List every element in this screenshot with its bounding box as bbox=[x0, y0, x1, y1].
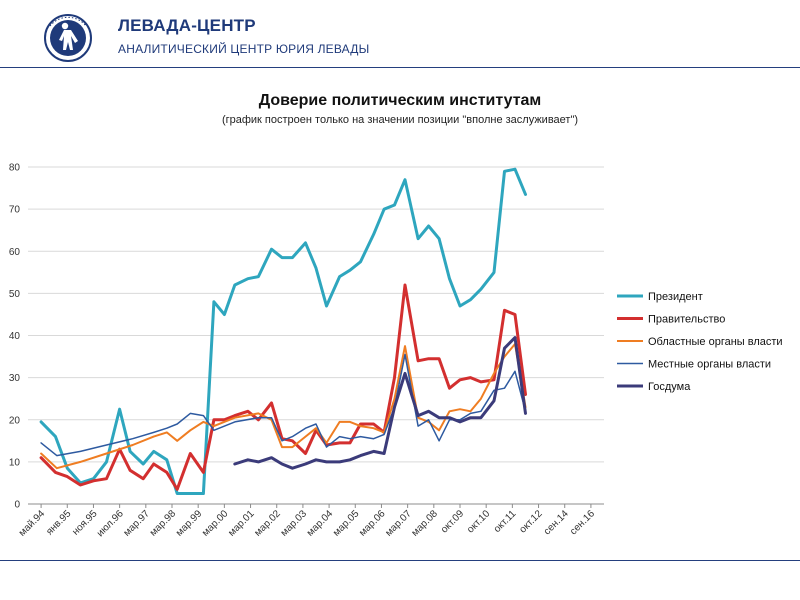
y-axis-ticks: 0 10 20 30 40 50 60 70 80 bbox=[9, 163, 21, 511]
legend-label-3: Местные органы власти bbox=[648, 359, 771, 371]
x-tick-label: мар.97 bbox=[122, 508, 153, 539]
x-axis-ticks: май.94янв.95ноя.95июл.96мар.97мар.98мар.… bbox=[17, 504, 597, 539]
y-tick-label: 30 bbox=[9, 373, 21, 384]
y-tick-label: 20 bbox=[9, 415, 21, 426]
header-divider bbox=[0, 67, 800, 68]
x-tick-label: янв.95 bbox=[44, 508, 73, 537]
x-tick-label: мар.04 bbox=[305, 508, 336, 539]
chart-grid bbox=[28, 166, 604, 505]
series-line-0 bbox=[39, 167, 527, 495]
chart-series bbox=[39, 167, 527, 495]
x-tick-label: сен.14 bbox=[542, 508, 571, 537]
x-tick-label: мар.06 bbox=[357, 508, 388, 539]
chart-legend: Президент Правительство Областные органы в… bbox=[617, 291, 783, 393]
legend-label-0: Президент bbox=[648, 291, 703, 303]
y-tick-label: 10 bbox=[9, 457, 21, 468]
chart-subtitle: (график построен только на значении пози… bbox=[221, 114, 579, 126]
x-tick-label: мар.98 bbox=[148, 508, 179, 539]
x-tick-label: сен.16 bbox=[568, 508, 597, 537]
legend-label-1: Правительство bbox=[648, 314, 725, 326]
y-tick-label: 0 bbox=[14, 500, 20, 511]
brand-name: ЛЕВАДА-ЦЕНТР bbox=[118, 16, 256, 35]
legend-label-2: Областные органы власти bbox=[648, 336, 783, 348]
x-tick-label: окт.12 bbox=[517, 508, 544, 535]
series-line-3 bbox=[40, 353, 527, 457]
chart-title: Доверие политическим институтам bbox=[258, 92, 542, 109]
brand-subtitle: АНАЛИТИЧЕСКИЙ ЦЕНТР ЮРИЯ ЛЕВАДЫ bbox=[118, 42, 370, 56]
x-tick-label: окт.11 bbox=[492, 508, 519, 535]
y-tick-label: 50 bbox=[9, 289, 21, 300]
levada-logo-icon bbox=[44, 14, 92, 62]
x-tick-label: мар.05 bbox=[331, 508, 362, 539]
x-tick-label: окт.09 bbox=[439, 508, 466, 535]
x-tick-label: мар.00 bbox=[200, 508, 231, 539]
x-tick-label: май.94 bbox=[17, 508, 48, 539]
y-tick-label: 80 bbox=[9, 163, 21, 174]
footer-divider bbox=[0, 560, 800, 561]
y-tick-label: 60 bbox=[9, 247, 21, 258]
y-tick-label: 40 bbox=[9, 331, 21, 342]
x-tick-label: июл.96 bbox=[95, 508, 126, 539]
y-tick-label: 70 bbox=[9, 205, 21, 216]
page-header: ЛЕВАДА-ЦЕНТР АНАЛИТИЧЕСКИЙ ЦЕНТР ЮРИЯ ЛЕ… bbox=[0, 0, 800, 66]
series-line-1 bbox=[39, 283, 527, 491]
x-tick-label: мар.07 bbox=[383, 508, 414, 539]
series-line-4 bbox=[233, 336, 527, 470]
legend-label-4: Госдума bbox=[648, 381, 691, 393]
x-tick-label: окт.10 bbox=[465, 508, 492, 535]
series-line-2 bbox=[40, 343, 527, 470]
x-tick-label: мар.99 bbox=[174, 508, 205, 539]
x-tick-label: мар.01 bbox=[226, 508, 257, 539]
x-tick-label: мар.02 bbox=[253, 508, 284, 539]
x-tick-label: мар.03 bbox=[279, 508, 310, 539]
x-tick-label: мар.08 bbox=[410, 508, 441, 539]
